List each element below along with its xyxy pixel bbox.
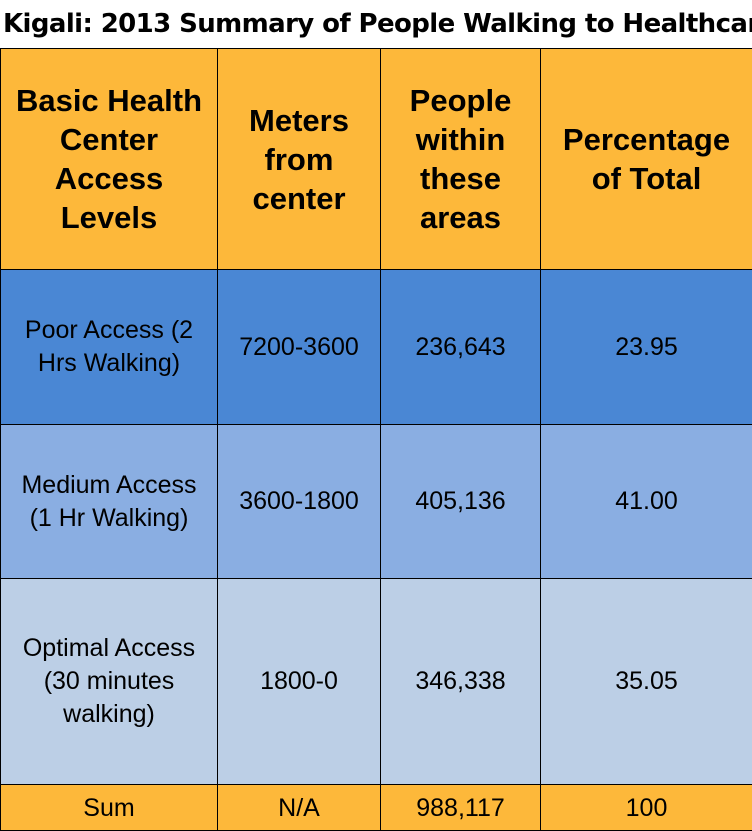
cell-sum-label: Sum — [1, 785, 218, 831]
table-row-medium-access: Medium Access (1 Hr Walking) 3600-1800 4… — [1, 425, 752, 579]
cell-percentage-total: 100 — [541, 785, 752, 831]
cell-meters: N/A — [218, 785, 381, 831]
cell-access-level: Poor Access (2 Hrs Walking) — [1, 270, 218, 425]
cell-access-level: Medium Access (1 Hr Walking) — [1, 425, 218, 579]
table-row-poor-access: Poor Access (2 Hrs Walking) 7200-3600 23… — [1, 270, 752, 425]
cell-meters: 1800-0 — [218, 579, 381, 785]
cell-meters: 3600-1800 — [218, 425, 381, 579]
cell-percentage: 23.95 — [541, 270, 752, 425]
table-row-optimal-access: Optimal Access (30 minutes walking) 1800… — [1, 579, 752, 785]
cell-meters: 7200-3600 — [218, 270, 381, 425]
cell-people: 236,643 — [381, 270, 541, 425]
header-row: Basic Health Center Access Levels Meters… — [1, 49, 752, 270]
cell-people-total: 988,117 — [381, 785, 541, 831]
cell-percentage: 35.05 — [541, 579, 752, 785]
cell-percentage: 41.00 — [541, 425, 752, 579]
table-title: Kigali: 2013 Summary of People Walking t… — [0, 0, 752, 48]
column-header-meters: Meters from center — [218, 49, 381, 270]
table-row-sum: Sum N/A 988,117 100 — [1, 785, 752, 831]
column-header-access-levels: Basic Health Center Access Levels — [1, 49, 218, 270]
column-header-percentage: Percentage of Total — [541, 49, 752, 270]
cell-people: 346,338 — [381, 579, 541, 785]
column-header-people: People within these areas — [381, 49, 541, 270]
healthcare-access-table: Basic Health Center Access Levels Meters… — [0, 48, 752, 831]
cell-access-level: Optimal Access (30 minutes walking) — [1, 579, 218, 785]
cell-people: 405,136 — [381, 425, 541, 579]
